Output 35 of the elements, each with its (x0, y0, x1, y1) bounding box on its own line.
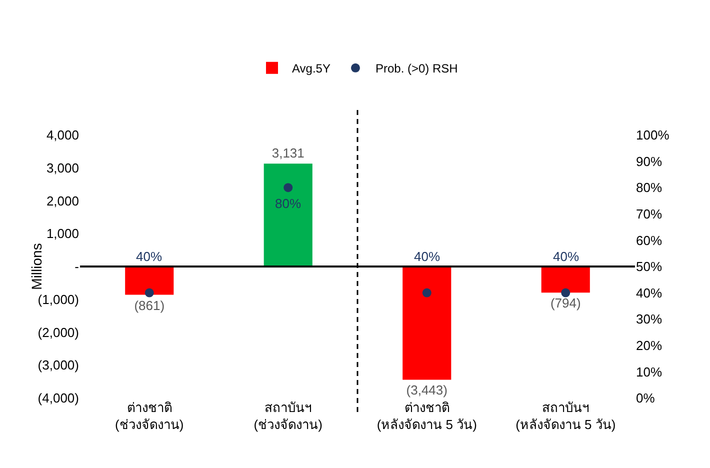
x-tick-label: ต่างชาติ (ช่วงจัดงาน) (115, 400, 184, 432)
y-tick-label: 2,000 (46, 193, 79, 208)
data-label: 80% (275, 196, 302, 211)
y-tick-label: 1,000 (46, 226, 79, 242)
y-tick-label: (2,000) (38, 324, 79, 340)
y2-tick-label: 90% (636, 154, 662, 169)
x-tick-label: สถาบันฯ (ช่วงจัดงาน) (254, 400, 322, 432)
y2-tick-label: 20% (636, 338, 662, 353)
y-tick-label: (1,000) (38, 292, 79, 307)
y-tick-label: 4,000 (46, 128, 79, 143)
y2-tick-label: 40% (636, 285, 662, 300)
y-tick-label: - (74, 259, 79, 274)
data-label: 40% (414, 249, 440, 264)
data-label: 40% (136, 249, 162, 264)
y-tick-label: 3,000 (46, 160, 79, 176)
data-label: 40% (553, 249, 580, 264)
y2-tick-label: 0% (636, 390, 656, 406)
data-label: (861) (134, 298, 165, 313)
legend-label: Avg.5Y (292, 62, 330, 76)
legend-label: Prob. (>0) RSH (375, 62, 458, 76)
x-tick-label: ต่างชาติ (หลังจัดงาน 5 วัน) (376, 400, 477, 432)
data-label: (3,443) (406, 382, 448, 398)
y-tick-label: (3,000) (38, 358, 79, 373)
y2-tick-label: 50% (636, 259, 662, 274)
y2-tick-label: 100% (636, 128, 670, 143)
y2-tick-label: 10% (636, 364, 662, 380)
data-label: 3,131 (272, 146, 304, 161)
x-tick-label: สถาบันฯ (หลังจัดงาน 5 วัน) (516, 400, 616, 432)
y-tick-label: (4,000) (38, 390, 79, 406)
data-label: (794) (550, 296, 581, 311)
y-axis-title: Millions (28, 243, 44, 290)
y2-tick-label: 30% (636, 312, 662, 327)
y2-tick-label: 60% (636, 232, 662, 248)
y2-tick-label: 80% (636, 180, 662, 196)
y2-tick-label: 70% (636, 206, 662, 222)
